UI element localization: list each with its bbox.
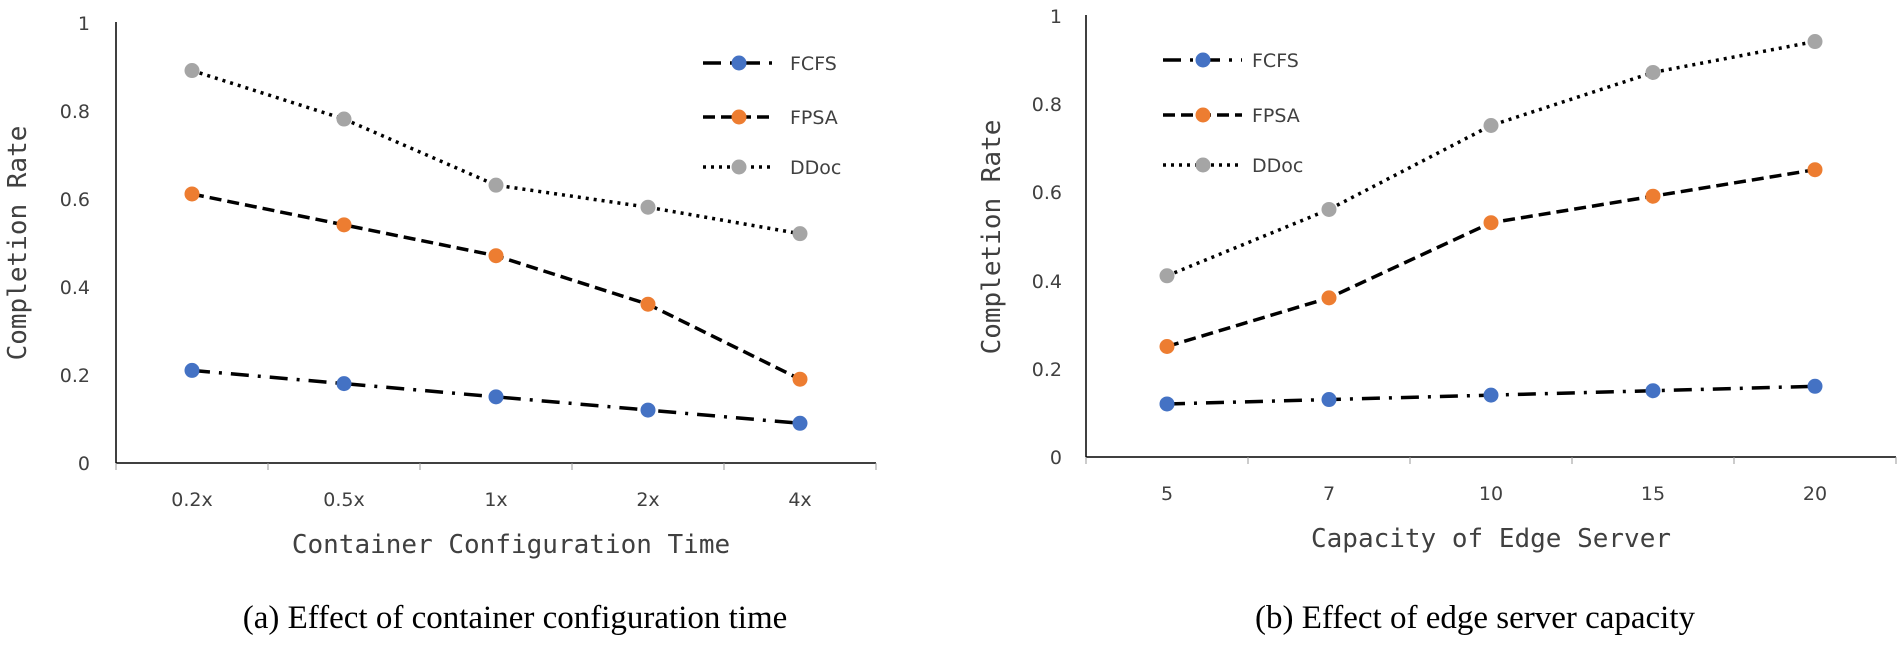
chart-b-fpsa-point xyxy=(1483,215,1499,231)
chart-b-legend-ddoc-label: DDoc xyxy=(1252,155,1303,177)
chart-a-x-tick-label: 0.2x xyxy=(171,489,212,511)
chart-b-legend-ddoc-marker xyxy=(1195,157,1211,173)
chart-a-y-tick-label: 0.8 xyxy=(60,101,90,123)
chart-b-fcfs-point xyxy=(1483,387,1499,403)
chart-a-caption: (a) Effect of container configuration ti… xyxy=(243,600,788,636)
chart-b-y-tick-label: 0.8 xyxy=(1032,94,1062,116)
chart-a-y-tick-labels: 0 0.2 0.4 0.6 0.8 1 xyxy=(60,13,90,475)
chart-b-y-tick-label: 0 xyxy=(1050,447,1062,469)
chart-a-x-tick-label: 2x xyxy=(636,489,659,511)
chart-b-x-tick-labels: 5 7 10 15 20 xyxy=(1161,483,1827,505)
chart-a-y-tick-label: 0.6 xyxy=(60,189,90,211)
chart-a-ddoc-line xyxy=(191,68,801,236)
chart-a-legend-fpsa-marker xyxy=(731,109,747,125)
chart-b-x-tick-label: 5 xyxy=(1161,483,1173,505)
chart-a-legend-ddoc-marker xyxy=(731,159,747,175)
chart-b-legend-item-fpsa: FPSA xyxy=(1163,105,1300,127)
chart-a-fpsa-point xyxy=(488,248,504,264)
chart-b-legend-fpsa-label: FPSA xyxy=(1252,105,1300,127)
chart-a-fpsa-point xyxy=(640,296,656,312)
chart-b-ddoc-point xyxy=(1807,34,1823,50)
chart-b-legend-fpsa-marker xyxy=(1195,107,1211,123)
chart-b-x-axis-title: Capacity of Edge Server xyxy=(1311,524,1671,554)
chart-a-ddoc-point xyxy=(184,63,200,79)
chart-a-fcfs-point xyxy=(336,376,352,392)
chart-a-legend-item-ddoc: DDoc xyxy=(703,157,841,179)
chart-b-fcfs-point xyxy=(1159,396,1175,412)
chart-b-ddoc-point xyxy=(1483,118,1499,133)
chart-a-fcfs-point xyxy=(184,362,200,378)
chart-b-fpsa-point xyxy=(1321,290,1337,306)
chart-b-series-fcfs xyxy=(1159,378,1823,412)
chart-a-ddoc-point xyxy=(792,226,808,242)
chart-b-legend-item-fcfs: FCFS xyxy=(1163,50,1299,72)
chart-a-series-fcfs xyxy=(184,362,808,431)
chart-b-y-tick-label: 0.6 xyxy=(1032,182,1062,204)
chart-b-legend-fcfs-marker xyxy=(1195,52,1211,68)
chart-b-legend-fcfs-label: FCFS xyxy=(1252,50,1299,72)
chart-b-fcfs-point xyxy=(1321,392,1337,408)
chart-a-y-tick-label: 1 xyxy=(78,13,90,35)
chart-b-fpsa-line xyxy=(1166,167,1816,349)
chart-a-x-axis-title: Container Configuration Time xyxy=(292,530,730,560)
chart-b-ddoc-point xyxy=(1321,201,1337,217)
chart-b-y-axis-title: Completion Rate xyxy=(977,120,1007,355)
chart-a-x-tick-label: 0.5x xyxy=(323,489,364,511)
chart-a-x-tick-labels: 0.2x 0.5x 1x 2x 4x xyxy=(171,489,811,511)
chart-b-y-tick-label: 1 xyxy=(1050,6,1062,28)
chart-a-y-tick-label: 0 xyxy=(78,453,90,475)
chart-b-fcfs-point xyxy=(1807,378,1823,394)
chart-a-legend-ddoc-label: DDoc xyxy=(790,157,841,179)
chart-a-x-tick-label: 4x xyxy=(788,489,811,511)
chart-a-series-ddoc xyxy=(184,63,808,242)
chart-a-fpsa-point xyxy=(336,217,352,233)
chart-a: 0 0.2 0.4 0.6 0.8 1 0.2x 0.5x 1x 2x 4x C… xyxy=(3,13,877,636)
chart-a-fpsa-point xyxy=(792,371,808,387)
chart-a-fcfs-line xyxy=(191,368,801,426)
chart-a-fcfs-point xyxy=(640,402,656,418)
chart-b-fpsa-point xyxy=(1159,339,1175,354)
chart-a-legend-item-fcfs: FCFS xyxy=(703,53,837,75)
chart-a-legend-fcfs-marker xyxy=(731,55,747,71)
chart-a-legend: FCFS FPSA DDoc xyxy=(703,53,841,179)
chart-a-legend-fcfs-label: FCFS xyxy=(790,53,837,75)
chart-a-fcfs-point xyxy=(792,415,808,431)
chart-b-fpsa-point xyxy=(1807,162,1823,178)
chart-b-series-fpsa xyxy=(1159,162,1823,354)
chart-b-fcfs-point xyxy=(1645,383,1661,399)
chart-a-fpsa-line xyxy=(191,192,801,381)
chart-b: 0 0.2 0.4 0.6 0.8 1 5 7 10 15 20 Capacit… xyxy=(977,6,1897,636)
chart-b-series-ddoc xyxy=(1159,34,1823,284)
chart-a-ddoc-point xyxy=(488,177,504,193)
chart-a-y-tick-label: 0.2 xyxy=(60,365,90,387)
chart-b-fpsa-point xyxy=(1645,188,1661,204)
chart-a-fcfs-point xyxy=(488,389,504,405)
chart-a-ddoc-point xyxy=(640,199,656,215)
chart-a-ddoc-point xyxy=(336,111,352,127)
chart-a-legend-fpsa-label: FPSA xyxy=(790,107,838,129)
chart-a-legend-item-fpsa: FPSA xyxy=(703,107,838,129)
chart-b-legend-item-ddoc: DDoc xyxy=(1163,155,1303,177)
chart-a-x-tick-label: 1x xyxy=(484,489,507,511)
chart-b-y-tick-labels: 0 0.2 0.4 0.6 0.8 1 xyxy=(1032,6,1062,469)
chart-a-series-fpsa xyxy=(184,186,808,387)
chart-b-ddoc-point xyxy=(1645,64,1661,80)
chart-a-y-axis-title: Completion Rate xyxy=(3,126,33,361)
chart-a-fpsa-point xyxy=(184,186,200,202)
chart-a-y-tick-label: 0.4 xyxy=(60,277,90,299)
chart-b-x-tick-label: 10 xyxy=(1479,483,1503,505)
chart-b-x-tick-label: 20 xyxy=(1803,483,1827,505)
chart-b-x-tick-label: 15 xyxy=(1641,483,1665,505)
chart-b-y-tick-label: 0.4 xyxy=(1032,271,1062,293)
chart-b-y-tick-label: 0.2 xyxy=(1032,359,1062,381)
chart-b-x-tick-label: 7 xyxy=(1323,483,1335,505)
chart-b-ddoc-point xyxy=(1159,268,1175,284)
chart-b-legend: FCFS FPSA DDoc xyxy=(1163,50,1303,177)
chart-a-x-ticks xyxy=(115,463,877,470)
chart-b-caption: (b) Effect of edge server capacity xyxy=(1255,600,1696,636)
chart-b-x-ticks xyxy=(1085,457,1897,464)
